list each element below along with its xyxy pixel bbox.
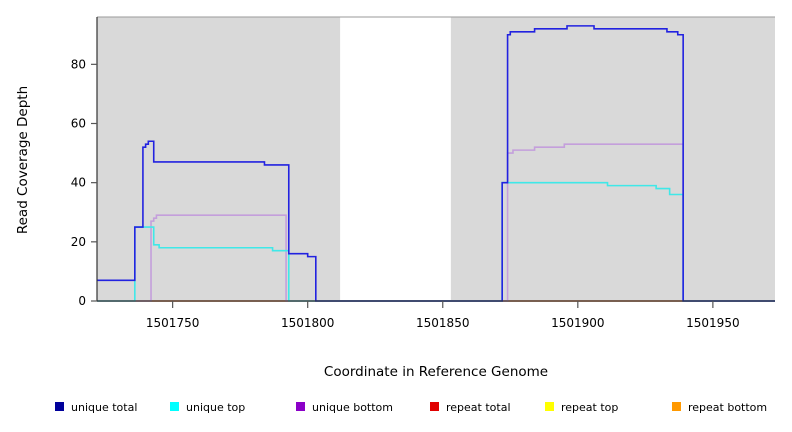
y-tick-label-1: 20 xyxy=(71,235,86,249)
legend-label-unique-bottom: unique bottom xyxy=(312,401,393,414)
legend-label-unique-top: unique top xyxy=(186,401,245,414)
series-unique-bottom xyxy=(97,143,775,302)
y-tick-label-3: 60 xyxy=(71,117,86,131)
chart-legend: unique total unique top unique bottom repea… xyxy=(55,401,767,414)
y-tick-label-4: 80 xyxy=(71,57,86,71)
legend-swatch-unique-bottom xyxy=(296,402,305,411)
y-axis-title: Read Coverage Depth xyxy=(15,86,31,234)
legend-label-repeat-top: repeat top xyxy=(561,401,618,414)
x-tick-label-0: 1501750 xyxy=(146,316,199,330)
legend-label-unique-total: unique total xyxy=(71,401,137,414)
legend-swatch-repeat-bottom xyxy=(672,402,681,411)
y-tick-label-0: 0 xyxy=(78,294,86,308)
axes xyxy=(91,17,775,308)
legend-label-repeat-total: repeat total xyxy=(446,401,511,414)
x-tick-label-2: 1501850 xyxy=(416,316,469,330)
y-tick-label-2: 40 xyxy=(71,176,86,190)
legend-swatch-repeat-total xyxy=(430,402,439,411)
legend-swatch-unique-total xyxy=(55,402,64,411)
legend-label-repeat-bottom: repeat bottom xyxy=(688,401,767,414)
x-tick-label-4: 1501950 xyxy=(686,316,739,330)
legend-swatch-repeat-top xyxy=(545,402,554,411)
plot-panel xyxy=(97,16,775,301)
x-axis-title: Coordinate in Reference Genome xyxy=(324,364,548,380)
legend-swatch-unique-top xyxy=(170,402,179,411)
tick-labels: 0 20 40 60 80 1501750 1501800 1501850 1501900 150… xyxy=(71,57,740,330)
shaded-region-1 xyxy=(450,17,775,301)
x-tick-label-1: 1501800 xyxy=(281,316,334,330)
shaded-region-0 xyxy=(97,17,341,301)
x-tick-label-3: 1501900 xyxy=(551,316,604,330)
